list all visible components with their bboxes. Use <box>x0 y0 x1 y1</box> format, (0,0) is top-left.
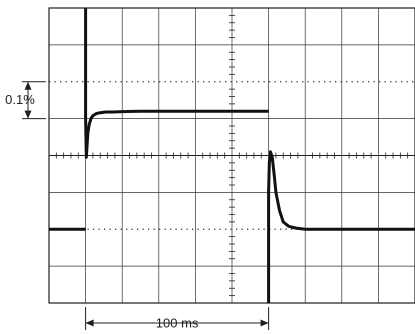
graticule <box>49 8 415 303</box>
annotations: 0.1% 100 ms <box>2 81 270 332</box>
time-marker-arrow-left <box>85 319 94 327</box>
trace-segment-1 <box>84 8 269 159</box>
vertical-marker-arrow-down <box>24 110 32 119</box>
time-marker-arrow-right <box>260 319 269 327</box>
plot-frame <box>48 7 415 304</box>
vertical-scale-label: 0.1% <box>5 92 35 107</box>
trace-group <box>49 8 415 303</box>
trace-segment-3 <box>267 150 415 303</box>
vertical-marker-arrow-up <box>24 81 32 90</box>
